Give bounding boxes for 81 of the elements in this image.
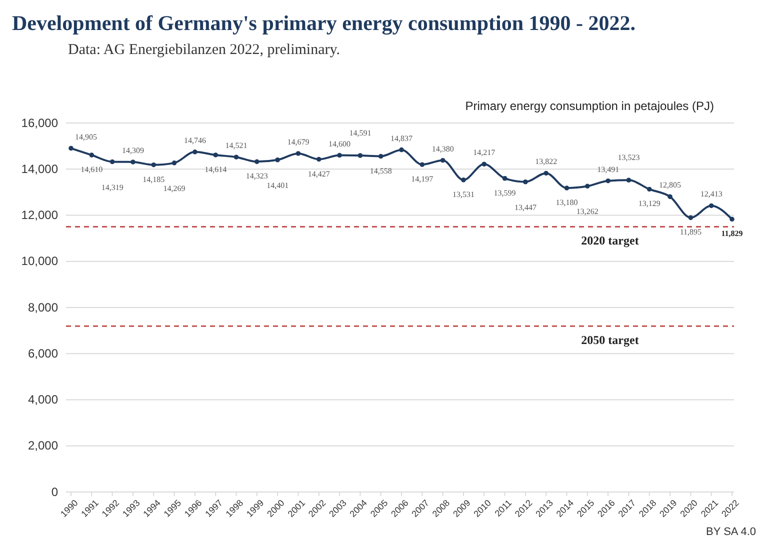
point — [296, 151, 301, 156]
y-axis-title: Primary energy consumption in petajoules (PJ) — [465, 99, 714, 113]
y-tick-label: 8,000 — [28, 300, 58, 314]
point — [668, 194, 672, 200]
data-label: 13,180 — [556, 198, 578, 208]
data-label: 11,895 — [680, 228, 702, 237]
data-label: 14,679 — [287, 137, 310, 146]
data-label: 13,822 — [535, 157, 558, 166]
data-label: 14,323 — [246, 172, 268, 181]
point — [213, 152, 218, 158]
data-label: 14,558 — [370, 166, 392, 176]
point — [378, 154, 384, 159]
point — [68, 146, 74, 151]
data-label: 13,129 — [638, 199, 660, 208]
y-tick-label: 6,000 — [28, 346, 58, 360]
y-tick-label: 0 — [51, 484, 58, 499]
point — [358, 153, 363, 158]
data-label: 14,185 — [142, 174, 165, 184]
point — [544, 170, 548, 176]
point — [564, 186, 570, 190]
point — [420, 162, 425, 167]
data-label: 14,610 — [80, 165, 103, 174]
point — [461, 178, 466, 182]
data-label: 14,197 — [411, 174, 434, 184]
point — [130, 160, 136, 164]
point — [708, 203, 714, 208]
text: BY SA 4.0 — [706, 526, 756, 538]
point — [172, 160, 177, 166]
data-label: 14,309 — [122, 146, 144, 155]
data-label: 13,599 — [494, 188, 516, 198]
data-label: 14,905 — [75, 132, 97, 142]
data-label: 12,413 — [700, 190, 722, 199]
data-label: 14,427 — [308, 169, 330, 178]
data-label: 14,401 — [266, 180, 289, 190]
data-label: 14,600 — [328, 139, 351, 148]
data-label: 14,380 — [432, 144, 454, 154]
data-label: 13,531 — [452, 190, 474, 199]
y-tick-label: 14,000 — [21, 162, 58, 176]
point — [89, 152, 94, 158]
data-label: 13,262 — [576, 207, 598, 216]
point — [606, 178, 610, 184]
point — [192, 150, 198, 154]
data-label: 14,319 — [101, 182, 124, 192]
data-label: 13,491 — [597, 164, 620, 174]
point — [316, 156, 322, 162]
chart-subtitle: Data: AG Energiebilanzen 2022, preliminary. — [68, 42, 340, 58]
data-label: 14,614 — [204, 164, 227, 174]
point — [523, 179, 528, 184]
point — [482, 162, 487, 167]
ref-line-label: 2020 target — [581, 234, 639, 248]
point — [399, 147, 404, 152]
data-label: 14,521 — [225, 141, 248, 150]
data-label: 14,746 — [184, 136, 206, 145]
point — [110, 159, 115, 164]
point — [730, 216, 734, 222]
point — [585, 184, 590, 189]
y-tick-label: 16,000 — [21, 116, 58, 130]
data-label: 14,591 — [349, 128, 372, 138]
y-tick-label: 4,000 — [28, 392, 58, 407]
point — [502, 176, 508, 181]
data-label: 14,217 — [473, 148, 496, 158]
y-tick-label: 2,000 — [28, 438, 58, 453]
data-label: 13,447 — [514, 202, 536, 212]
point — [688, 215, 694, 220]
data-label: 14,837 — [390, 134, 412, 143]
y-tick-label: 12,000 — [21, 208, 58, 222]
point — [337, 152, 342, 158]
data-label: 13,523 — [618, 153, 640, 162]
point — [626, 178, 632, 183]
point — [234, 154, 239, 160]
y-tick-label: 10,000 — [21, 254, 58, 268]
data-label: 14,269 — [163, 184, 186, 193]
point — [254, 159, 260, 164]
point — [151, 162, 156, 168]
chart-title: Development of Germany's primary energy consumption 1990 - 2022. — [12, 11, 636, 35]
data-label: 11,829 — [721, 229, 743, 238]
point — [646, 186, 652, 192]
point — [440, 158, 446, 163]
ref-line-label: 2050 target — [581, 333, 639, 348]
data-label: 12,805 — [659, 180, 682, 190]
point — [275, 157, 280, 162]
